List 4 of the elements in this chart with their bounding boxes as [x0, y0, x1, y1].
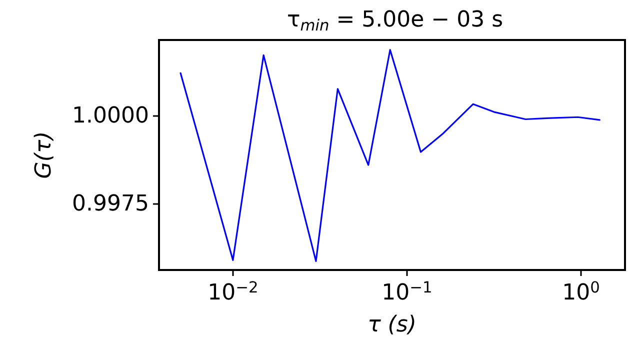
- y-axis-title: G(τ): [32, 131, 56, 179]
- y-tick-label: 0.9975: [72, 192, 149, 217]
- y-tick-label: 1.0000: [72, 104, 149, 129]
- x-axis-title: τ (s): [368, 312, 416, 338]
